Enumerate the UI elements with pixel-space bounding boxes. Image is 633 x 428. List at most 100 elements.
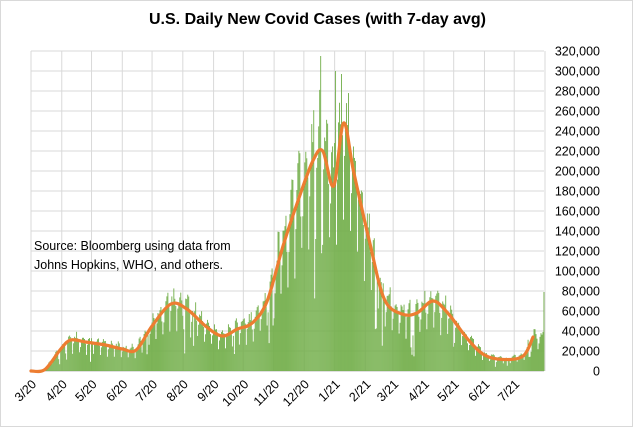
daily-case-bar [366,228,367,371]
daily-case-bar [184,353,185,371]
daily-case-bar [351,193,352,371]
daily-case-bar [468,350,469,371]
y-tick-label: 100,000 [555,265,600,279]
daily-case-bar [354,158,355,371]
daily-case-bar [281,294,282,371]
daily-case-bar [239,345,240,371]
daily-case-bar [303,187,304,371]
daily-case-bar [412,355,413,371]
daily-case-bar [314,298,315,371]
daily-case-bar [441,318,442,371]
daily-case-bar [397,307,398,371]
daily-case-bar [462,336,463,371]
daily-case-bar [148,335,149,371]
daily-case-bar [219,340,220,371]
daily-case-bar [356,183,357,371]
daily-case-bar [333,167,334,371]
daily-case-bar [416,299,417,371]
daily-case-bar [58,359,59,371]
y-axis-ticks: 020,00040,00060,00080,000100,000120,0001… [555,45,600,379]
daily-case-bar [535,329,536,371]
daily-case-bar [70,337,71,371]
daily-case-bar [399,333,400,371]
daily-case-bar [227,335,228,371]
daily-case-bar [310,165,311,371]
daily-case-bar [279,232,280,371]
daily-case-bar [95,344,96,371]
daily-case-bar [285,226,286,371]
y-tick-label: 220,000 [555,145,600,159]
daily-case-bar [370,252,371,371]
x-tick-label: 2/21 [346,377,373,404]
daily-case-bar [350,231,351,371]
daily-case-bar [198,325,199,371]
daily-case-bar [318,126,319,371]
daily-case-bar [236,318,237,371]
daily-case-bar [276,267,277,371]
daily-case-bar [110,345,111,371]
daily-case-bar [459,326,460,371]
daily-case-bar [365,239,366,371]
daily-case-bar [423,303,424,371]
daily-case-bar [360,194,361,371]
daily-case-bar [301,248,302,371]
daily-case-bar [262,310,263,371]
daily-case-bar [407,317,408,371]
daily-case-bar [295,229,296,371]
daily-case-bar [413,335,414,371]
daily-case-bar [454,343,455,371]
daily-case-bar [325,141,326,371]
daily-case-bar [274,318,275,371]
daily-case-bar [206,324,207,371]
daily-case-bar [253,342,254,371]
daily-case-bar [51,364,52,371]
daily-case-bar [482,360,483,371]
daily-case-bar [182,316,183,371]
daily-case-bar [378,308,379,371]
x-tick-label: 12/20 [280,377,312,409]
daily-case-bar [245,324,246,371]
daily-case-bar [429,297,430,371]
daily-case-bar [402,306,403,371]
daily-case-bar [456,321,457,371]
daily-case-bar [204,342,205,371]
y-tick-label: 40,000 [562,325,600,339]
daily-case-bar [226,337,227,371]
daily-case-bar [240,333,241,371]
daily-case-bar [533,338,534,371]
daily-case-bar [424,291,425,371]
daily-case-bar [72,354,73,371]
daily-case-bar [115,349,116,371]
daily-case-bar [316,168,317,371]
daily-case-bar [93,354,94,371]
daily-case-bar [172,302,173,371]
daily-case-bar [273,325,274,371]
daily-case-bar [293,214,294,371]
daily-case-bar [490,359,491,371]
daily-case-bar [379,285,380,371]
daily-case-bar [332,146,333,371]
daily-case-bar [221,332,222,371]
daily-case-bar [371,290,372,371]
daily-case-bar [197,336,198,371]
daily-case-bar [191,322,192,371]
daily-case-bar [426,329,427,371]
daily-case-bar [76,332,77,371]
daily-case-bar [60,349,61,371]
daily-case-bar [443,304,444,371]
daily-case-bar [335,71,336,371]
daily-case-bar [503,363,504,371]
daily-case-bar [80,347,81,371]
daily-case-bar [395,305,396,371]
daily-case-bar [284,231,285,371]
daily-case-bar [337,180,338,371]
daily-case-bar [162,334,163,371]
y-tick-label: 20,000 [562,345,600,359]
daily-case-bar [308,249,309,371]
daily-case-bar [345,125,346,371]
daily-case-bar [179,297,180,371]
daily-case-bar [121,357,122,371]
daily-case-bar [299,153,300,371]
